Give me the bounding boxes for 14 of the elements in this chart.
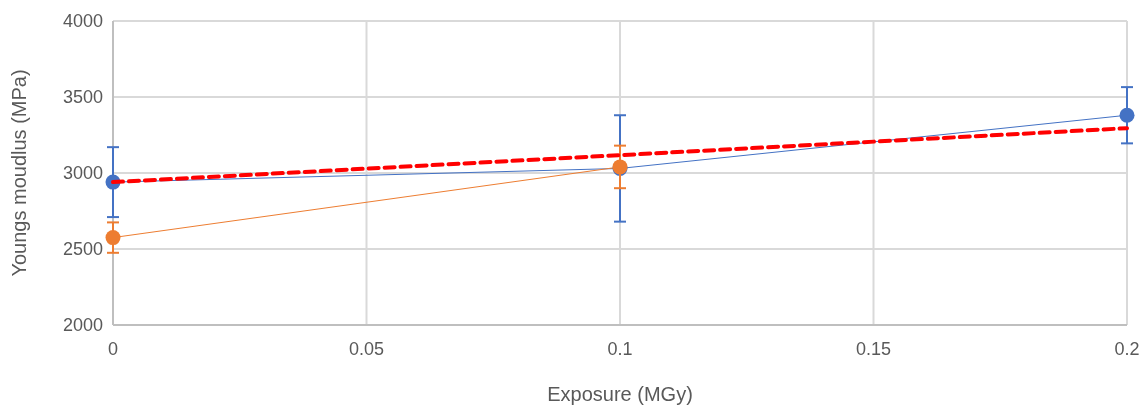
y-axis-title: Youngs moudlus (MPa) <box>8 69 30 277</box>
point <box>1119 107 1135 123</box>
y-tick-label: 3000 <box>62 163 103 184</box>
y-tick-label: 2000 <box>62 315 103 336</box>
y-tick-label: 3500 <box>62 87 103 108</box>
x-axis-title: Exposure (MGy) <box>547 383 693 405</box>
x-tick-label: 0.1 <box>607 339 633 359</box>
y-tick-label: 4000 <box>62 11 103 32</box>
x-tick-label: 0 <box>107 339 119 359</box>
x-tick-label: 0.05 <box>348 339 385 359</box>
point <box>105 230 121 246</box>
x-tick-label: 0.15 <box>855 339 892 359</box>
y-tick-label: 2500 <box>62 239 103 260</box>
x-tick-label: 0.2 <box>1114 339 1140 359</box>
